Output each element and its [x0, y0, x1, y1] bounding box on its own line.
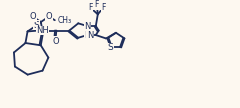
Text: F: F [89, 3, 93, 13]
Text: N: N [87, 31, 93, 40]
Text: O: O [46, 12, 52, 21]
Text: O: O [52, 37, 59, 46]
Text: N: N [84, 31, 90, 40]
Text: O: O [30, 12, 36, 21]
Text: S: S [108, 43, 114, 52]
Text: N: N [84, 21, 90, 31]
Text: F: F [102, 3, 106, 12]
Text: S: S [34, 21, 39, 30]
Text: F: F [95, 0, 99, 9]
Text: NH: NH [36, 26, 49, 35]
Text: CH₃: CH₃ [58, 16, 72, 25]
